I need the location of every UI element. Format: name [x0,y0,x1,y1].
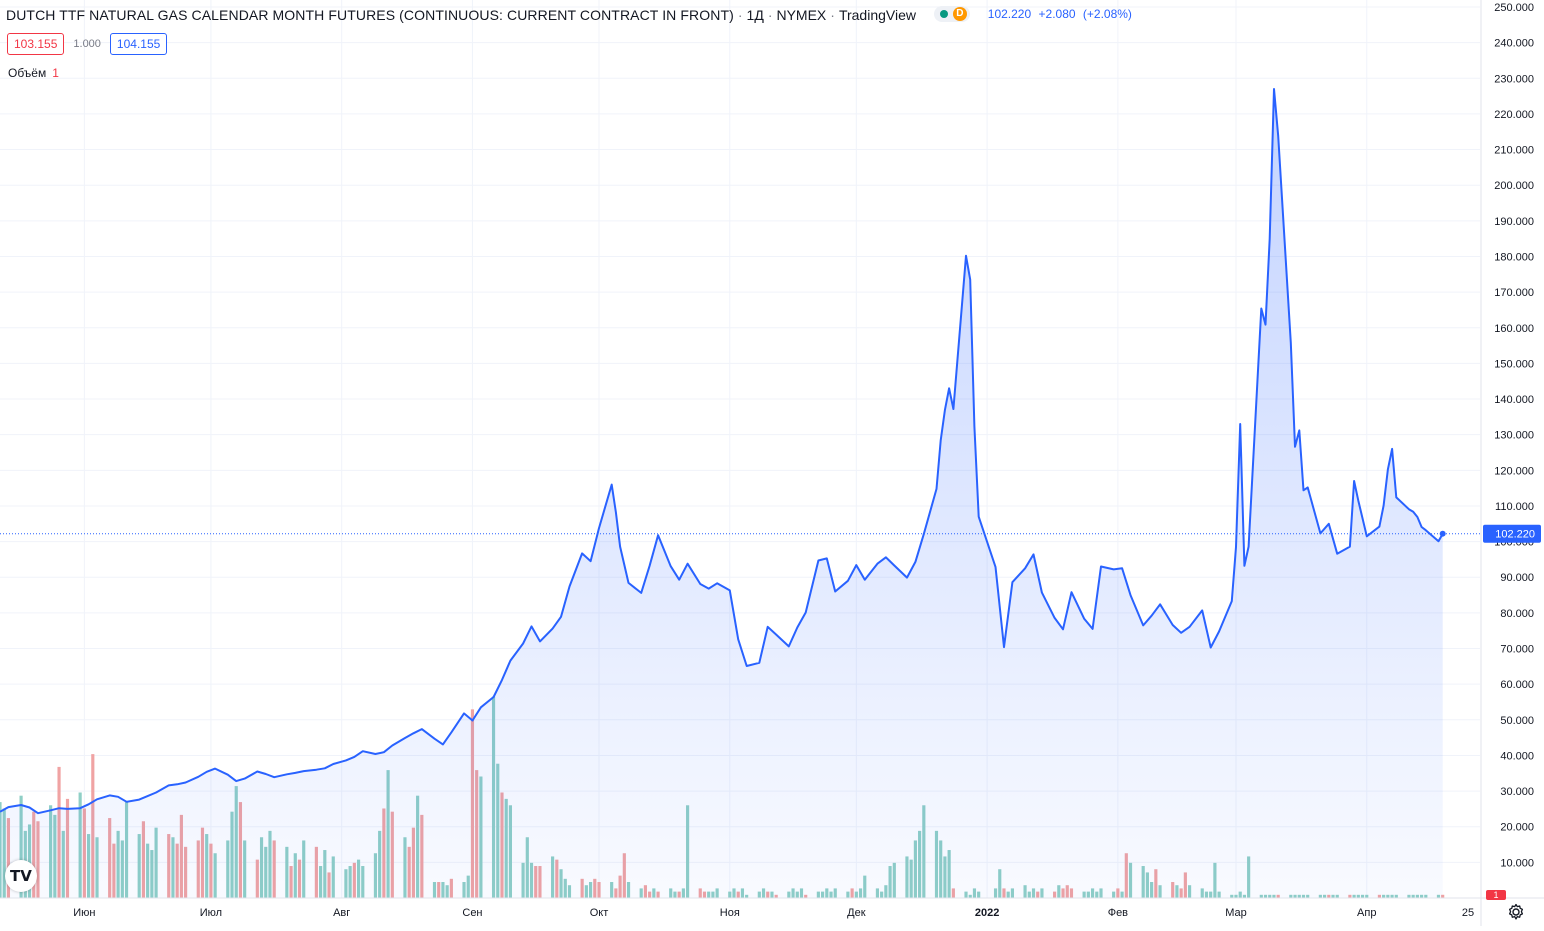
last-price-dot [1439,530,1446,537]
y-tick-label: 110.000 [1495,501,1534,513]
x-tick-label: 2022 [975,907,999,919]
area-layer [0,88,1480,898]
volume-legend[interactable]: Объём 1 [8,66,59,80]
interval-label[interactable]: 1Д [746,7,764,23]
y-tick-label: 80.000 [1500,608,1534,620]
y-tick-label: 120.000 [1494,465,1534,477]
exchange-label: NYMEX [776,7,827,23]
delayed-data-icon: D [952,7,967,22]
x-tick-label: 25 [1462,907,1474,919]
price-line [0,88,1444,815]
grid-layer [0,0,1480,898]
y-tick-label: 190.000 [1494,216,1534,228]
y-tick-label: 170.000 [1494,287,1534,299]
market-status-badge[interactable]: D [933,6,970,23]
x-tick-label: Июл [200,907,222,919]
y-tick-label: 30.000 [1500,786,1534,798]
y-tick-label: 10.000 [1500,857,1534,869]
chart-header: DUTCH TTF NATURAL GAS CALENDAR MONTH FUT… [6,6,1136,24]
y-tick-label: 130.000 [1494,430,1534,442]
last-price: 102.220 [987,7,1032,21]
x-tick-label: Окт [590,907,609,919]
x-tick-label: Дек [847,907,866,919]
price-change-percent: (+2.08%) [1082,7,1132,21]
x-tick-label: Апр [1357,907,1376,919]
price-change: +2.080 [1038,7,1076,21]
y-tick-label: 160.000 [1494,323,1534,335]
market-open-dot-icon [939,10,948,19]
separator: · [737,7,743,23]
volume-tag [1486,890,1506,900]
buy-button[interactable]: 104.155 [109,33,168,55]
x-tick-label: Ноя [720,907,740,919]
sell-button[interactable]: 103.155 [7,33,65,55]
separator: · [767,7,773,23]
tradingview-logo-icon[interactable]: TV [5,860,37,892]
quote-values: 102.220 +2.080 (+2.08%) [988,7,1136,21]
spread-value: 1.000 [73,38,101,50]
y-tick-label: 210.000 [1494,145,1534,157]
x-tick-label: Авг [333,907,350,919]
y-tick-label: 60.000 [1500,679,1534,691]
source-label: TradingView [838,7,916,23]
y-tick-label: 220.000 [1494,109,1534,121]
y-tick-label: 90.000 [1500,572,1534,584]
volume-legend-label: Объём [8,66,47,80]
y-tick-label: 40.000 [1500,750,1534,762]
order-panel: 103.155 1.000 104.155 [7,33,168,55]
y-tick-label: 150.000 [1494,358,1534,370]
y-tick-label: 20.000 [1500,822,1534,834]
last-price-tag-label: 102.220 [1495,529,1535,541]
y-tick-label: 180.000 [1494,251,1534,263]
separator: · [830,7,835,23]
y-tick-label: 200.000 [1494,180,1534,192]
gear-icon[interactable] [1506,902,1526,922]
y-tick-label: 70.000 [1500,644,1534,656]
symbol-title[interactable]: DUTCH TTF NATURAL GAS CALENDAR MONTH FUT… [6,7,734,23]
y-tick-label: 250.000 [1494,2,1534,14]
x-tick-label: Сен [462,907,482,919]
x-tick-label: Июн [73,907,95,919]
y-tick-label: 240.000 [1494,38,1534,50]
x-tick-label: Мар [1225,907,1247,919]
y-tick-label: 140.000 [1494,394,1534,406]
x-tick-label: Фев [1108,907,1128,919]
price-area-fill [0,89,1443,898]
last-price-tag [1483,524,1541,543]
y-tick-label: 230.000 [1494,73,1534,85]
y-tick-label: 50.000 [1500,715,1534,727]
volume-legend-value: 1 [52,66,59,80]
volume-tag-label: 1 [1493,890,1498,900]
